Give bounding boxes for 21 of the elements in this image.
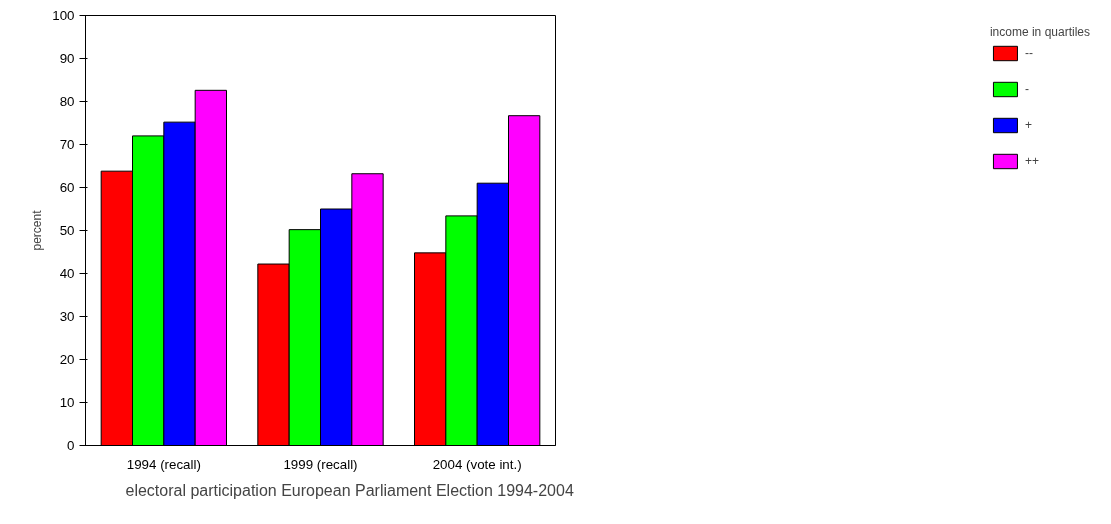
y-axis-title: percent [30, 209, 45, 251]
legend-label: + [1024, 118, 1033, 132]
legend-label: ++ [1024, 154, 1040, 168]
legend-label: - [1024, 82, 1030, 96]
text: electoral participation European Parliament Election 1994-2004 [125, 481, 574, 499]
y-tick-label: 70 [59, 137, 75, 152]
y-tick-label: 60 [59, 180, 75, 195]
y-tick-label: 40 [59, 266, 75, 281]
y-tick-label: 100 [52, 8, 75, 23]
x-tick-label: 1994 (recall) [126, 456, 201, 472]
x-tick-label: 1999 (recall) [283, 456, 358, 472]
x-tick-label: 2004 (vote int.) [432, 456, 522, 472]
legend-label: -- [1024, 46, 1034, 60]
y-tick-label: 50 [59, 223, 75, 238]
y-tick-label: 80 [59, 94, 75, 109]
y-tick-label: 10 [59, 395, 75, 410]
legend-title: income in quartiles [989, 25, 1090, 39]
y-tick-label: 20 [59, 352, 75, 367]
y-tick-label: 0 [67, 438, 75, 453]
y-tick-label: 90 [59, 51, 75, 66]
y-tick-label: 30 [59, 309, 75, 324]
